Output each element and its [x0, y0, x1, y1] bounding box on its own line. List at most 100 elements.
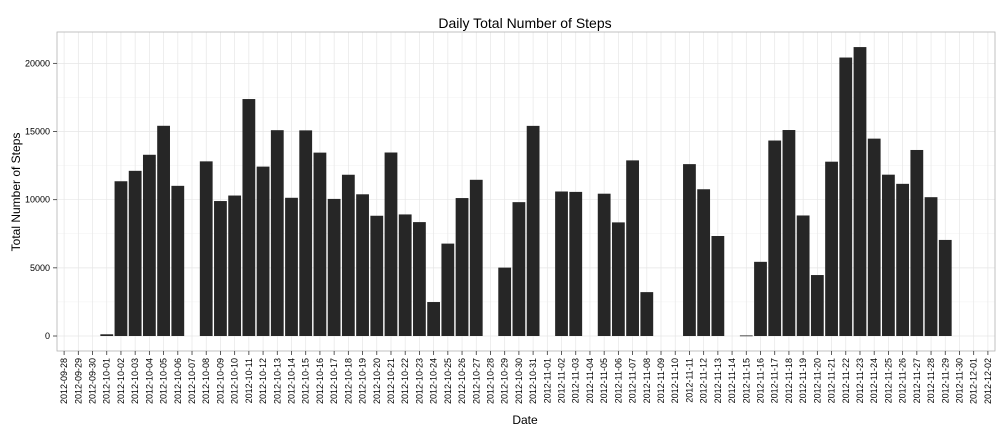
x-tick-label: 2012-10-01	[102, 358, 112, 404]
y-axis-title: Total Number of Steps	[9, 133, 23, 252]
bar-2012-11-06	[611, 222, 625, 337]
x-tick-label: 2012-10-19	[358, 358, 368, 404]
bar-2012-10-17	[327, 198, 341, 337]
x-tick-label: 2012-10-21	[386, 358, 396, 404]
bar-2012-10-27	[469, 179, 483, 337]
x-tick-label: 2012-11-13	[713, 358, 723, 403]
x-tick-label: 2012-10-12	[258, 358, 268, 404]
x-tick-label: 2012-11-02	[557, 358, 567, 403]
x-tick-label: 2012-11-03	[571, 358, 581, 403]
x-tick-label: 2012-09-29	[73, 358, 83, 404]
bar-2012-10-16	[313, 152, 327, 337]
x-tick-label: 2012-11-22	[841, 358, 851, 403]
x-tick-label: 2012-10-29	[500, 358, 510, 404]
x-tick-label: 2012-10-14	[287, 358, 297, 404]
x-tick-label: 2012-11-08	[642, 358, 652, 403]
x-tick-label: 2012-10-30	[514, 358, 524, 404]
bar-2012-11-03	[569, 191, 583, 337]
bar-2012-11-29	[938, 239, 952, 337]
y-tick-label: 20000	[25, 58, 50, 68]
x-tick-label: 2012-11-17	[770, 358, 780, 403]
x-tick-label: 2012-10-08	[201, 358, 211, 404]
bar-2012-10-11	[242, 99, 256, 337]
bar-2012-11-13	[711, 235, 725, 337]
x-tick-label: 2012-11-28	[926, 358, 936, 403]
bar-2012-10-21	[384, 152, 398, 337]
x-tick-label: 2012-11-20	[812, 358, 822, 403]
x-tick-label: 2012-10-31	[528, 358, 538, 404]
x-tick-label: 2012-11-18	[784, 358, 794, 403]
y-tick-label: 0	[45, 331, 50, 341]
bar-2012-11-12	[697, 189, 711, 337]
bar-2012-11-28	[924, 197, 938, 337]
bar-2012-11-27	[910, 149, 924, 337]
x-tick-label: 2012-10-06	[173, 358, 183, 404]
x-tick-label: 2012-11-04	[585, 358, 595, 403]
x-tick-label: 2012-11-14	[727, 358, 737, 403]
bar-2012-11-20	[810, 275, 824, 337]
x-tick-label: 2012-11-27	[912, 358, 922, 403]
x-tick-label: 2012-11-23	[855, 358, 865, 403]
x-tick-label: 2012-10-20	[372, 358, 382, 404]
x-tick-label: 2012-11-06	[613, 358, 623, 403]
bar-2012-10-08	[199, 161, 213, 337]
x-tick-label: 2012-10-16	[315, 358, 325, 404]
bar-2012-11-26	[896, 183, 910, 337]
x-tick-label: 2012-11-30	[954, 358, 964, 403]
bar-2012-11-22	[839, 57, 853, 337]
x-tick-label: 2012-11-12	[699, 358, 709, 403]
x-tick-label: 2012-11-19	[798, 358, 808, 403]
bar-2012-11-02	[555, 191, 568, 337]
x-tick-label: 2012-10-09	[215, 358, 225, 404]
bar-2012-10-05	[157, 125, 170, 337]
bar-2012-10-06	[171, 185, 185, 337]
bar-2012-10-12	[256, 166, 270, 337]
x-tick-label: 2012-11-15	[741, 358, 751, 403]
y-tick-label: 10000	[25, 195, 50, 205]
x-tick-label: 2012-10-10	[230, 358, 240, 404]
x-tick-label: 2012-11-07	[628, 358, 638, 403]
bar-2012-10-02	[114, 181, 128, 337]
bar-2012-11-16	[754, 261, 767, 337]
x-tick-label: 2012-11-24	[869, 358, 879, 403]
x-tick-label: 2012-10-25	[443, 358, 453, 404]
bar-2012-11-15	[739, 335, 753, 337]
bar-2012-11-21	[825, 161, 838, 337]
bar-2012-10-13	[270, 130, 284, 337]
panel-background	[57, 32, 995, 351]
x-axis: 2012-09-28 2012-09-29 2012-09-30 2012-10-01…	[59, 351, 993, 404]
x-tick-label: 2012-10-24	[429, 358, 439, 404]
x-tick-label: 2012-10-18	[343, 358, 353, 404]
x-tick-label: 2012-10-04	[144, 358, 154, 404]
x-tick-label: 2012-11-16	[756, 358, 766, 403]
x-tick-label: 2012-10-02	[116, 358, 126, 404]
x-tick-label: 2012-10-15	[301, 358, 311, 404]
x-tick-label: 2012-11-11	[684, 358, 694, 403]
bar-2012-11-23	[853, 47, 867, 337]
bar-2012-10-03	[128, 170, 142, 337]
x-tick-label: 2012-10-23	[414, 358, 424, 404]
x-tick-label: 2012-11-26	[898, 358, 908, 403]
x-tick-label: 2012-10-07	[187, 358, 197, 404]
x-tick-label: 2012-10-28	[485, 358, 495, 404]
x-tick-label: 2012-09-30	[88, 358, 98, 404]
x-tick-label: 2012-10-26	[457, 358, 467, 404]
bar-2012-10-23	[413, 222, 426, 337]
bar-2012-11-19	[796, 215, 810, 337]
x-tick-label: 2012-10-13	[272, 358, 282, 404]
x-tick-label: 2012-12-02	[983, 358, 993, 404]
bar-2012-10-25	[441, 243, 455, 337]
bar-2012-10-10	[228, 195, 242, 337]
x-tick-label: 2012-10-05	[159, 358, 169, 404]
bar-2012-10-04	[142, 154, 156, 337]
bar-2012-10-24	[427, 302, 441, 337]
y-axis: 0 5000 10000 15000 20000	[25, 58, 57, 341]
plot-panel	[56, 31, 996, 352]
x-tick-label: 2012-11-21	[827, 358, 837, 403]
x-tick-label: 2012-09-28	[59, 358, 69, 404]
x-tick-label: 2012-11-29	[940, 358, 950, 403]
bar-2012-10-29	[498, 267, 512, 337]
x-tick-label: 2012-10-03	[130, 358, 140, 404]
bar-2012-10-26	[455, 198, 469, 337]
